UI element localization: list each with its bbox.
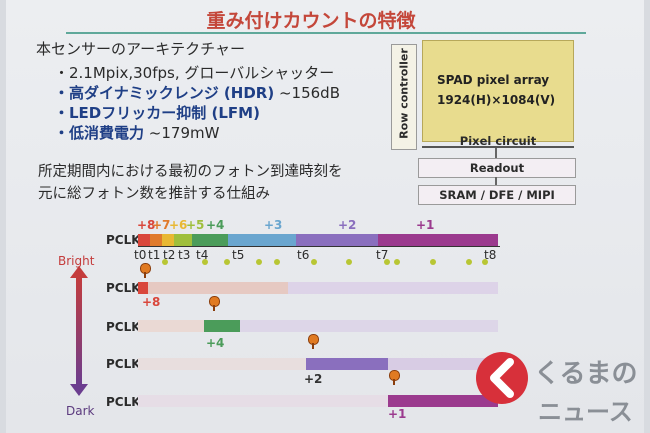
photon-dot xyxy=(224,259,230,265)
spec-item: ・高ダイナミックレンジ (HDR) ~156dB xyxy=(54,82,340,103)
first-photon-pin xyxy=(308,334,319,349)
count-value: +4 xyxy=(206,336,225,350)
pixel-circuit-line xyxy=(422,146,574,148)
photon-dot xyxy=(394,259,400,265)
count-bar xyxy=(138,395,498,407)
time-label: t2 xyxy=(163,248,176,262)
time-label: t5 xyxy=(232,248,245,262)
slide: 重み付けカウントの特徴 本センサーのアーキテクチャー ・2.1Mpix,30fp… xyxy=(6,0,644,433)
first-photon-pin xyxy=(140,263,151,278)
count-bar xyxy=(138,358,498,370)
first-photon-pin xyxy=(209,296,220,311)
weight-label: +2 xyxy=(338,218,357,232)
photon-dot xyxy=(274,259,280,265)
logo-text-top: くるまの xyxy=(534,359,637,389)
time-label: t4 xyxy=(196,248,209,262)
logo-text-bottom: ニュース xyxy=(538,398,633,426)
title-underline xyxy=(66,32,586,34)
spec-label: ・2.1Mpix,30fps, グローバルシャッター xyxy=(54,64,335,82)
photon-dot xyxy=(466,259,472,265)
time-label: t0 xyxy=(134,248,147,262)
photon-dot xyxy=(256,259,262,265)
weight-label: +8 xyxy=(137,218,156,232)
first-photon-pin xyxy=(389,370,400,385)
bright-label: Bright xyxy=(58,254,95,268)
flow-arrow xyxy=(495,148,497,158)
photon-dot xyxy=(482,259,488,265)
photon-dot xyxy=(384,259,390,265)
spec-label: ・LEDフリッカー抑制 (LFM) xyxy=(54,104,260,122)
count-value: +1 xyxy=(388,407,407,421)
kurumano-news-logo: くるまの ニュース xyxy=(476,352,637,426)
time-axis xyxy=(138,246,500,247)
pixel-circuit-label: Pixel circuit xyxy=(459,134,537,148)
dark-label: Dark xyxy=(66,404,95,418)
time-label: t3 xyxy=(178,248,191,262)
weight-label: +1 xyxy=(416,218,435,232)
spad-resolution: 1924(H)×1084(V) xyxy=(437,93,556,107)
weight-label: +4 xyxy=(206,218,225,232)
time-label: t1 xyxy=(148,248,161,262)
weight-label: +3 xyxy=(264,218,283,232)
description-line: 所定期間内における最初のフォトン到達時刻を xyxy=(38,164,343,180)
spad-title: SPAD pixel array xyxy=(437,73,550,87)
count-bar xyxy=(138,282,498,294)
weight-bar xyxy=(138,234,498,246)
description-line: 元に総フォトン数を推計する仕組み xyxy=(38,186,270,202)
time-label: t6 xyxy=(297,248,310,262)
pclk-label: PCLK xyxy=(106,281,141,295)
intro-text: 本センサーのアーキテクチャー xyxy=(36,40,245,58)
flow-arrow xyxy=(495,177,497,185)
brightness-arrow xyxy=(70,266,88,396)
spec-label: ・高ダイナミックレンジ (HDR) xyxy=(54,84,275,102)
pclk-label: PCLK xyxy=(106,233,141,247)
spec-value: ~156dB xyxy=(274,84,340,102)
weight-label: +5 xyxy=(186,218,205,232)
photon-dot xyxy=(346,259,352,265)
spec-label: ・低消費電力 xyxy=(54,124,145,142)
photon-dot xyxy=(430,259,436,265)
weight-label: +7 xyxy=(152,218,171,232)
row-controller-block: Row controller xyxy=(391,44,417,150)
photon-dot xyxy=(311,259,317,265)
pclk-label: PCLK xyxy=(106,357,141,371)
pclk-label: PCLK xyxy=(106,320,141,334)
photon-dot xyxy=(202,259,208,265)
time-label: t8 xyxy=(484,248,497,262)
spec-value: ~179mW xyxy=(144,124,220,142)
spec-item: ・2.1Mpix,30fps, グローバルシャッター xyxy=(54,62,334,83)
spec-item: ・LEDフリッカー抑制 (LFM) xyxy=(54,102,260,123)
photon-dot xyxy=(162,259,168,265)
spec-item: ・低消費電力 ~179mW xyxy=(54,122,219,143)
count-value: +2 xyxy=(304,372,323,386)
row-controller-label: Row controller xyxy=(397,48,411,139)
spad-pixel-array-block: SPAD pixel array 1924(H)×1084(V) xyxy=(422,40,574,142)
weight-label: +6 xyxy=(169,218,188,232)
interface-block: SRAM / DFE / MIPI xyxy=(418,185,576,205)
readout-block: Readout xyxy=(418,158,576,178)
count-value: +8 xyxy=(142,295,161,309)
pclk-label: PCLK xyxy=(106,395,141,409)
count-bar xyxy=(138,320,498,332)
slide-title: 重み付けカウントの特徴 xyxy=(206,10,416,32)
time-label: t7 xyxy=(376,248,389,262)
